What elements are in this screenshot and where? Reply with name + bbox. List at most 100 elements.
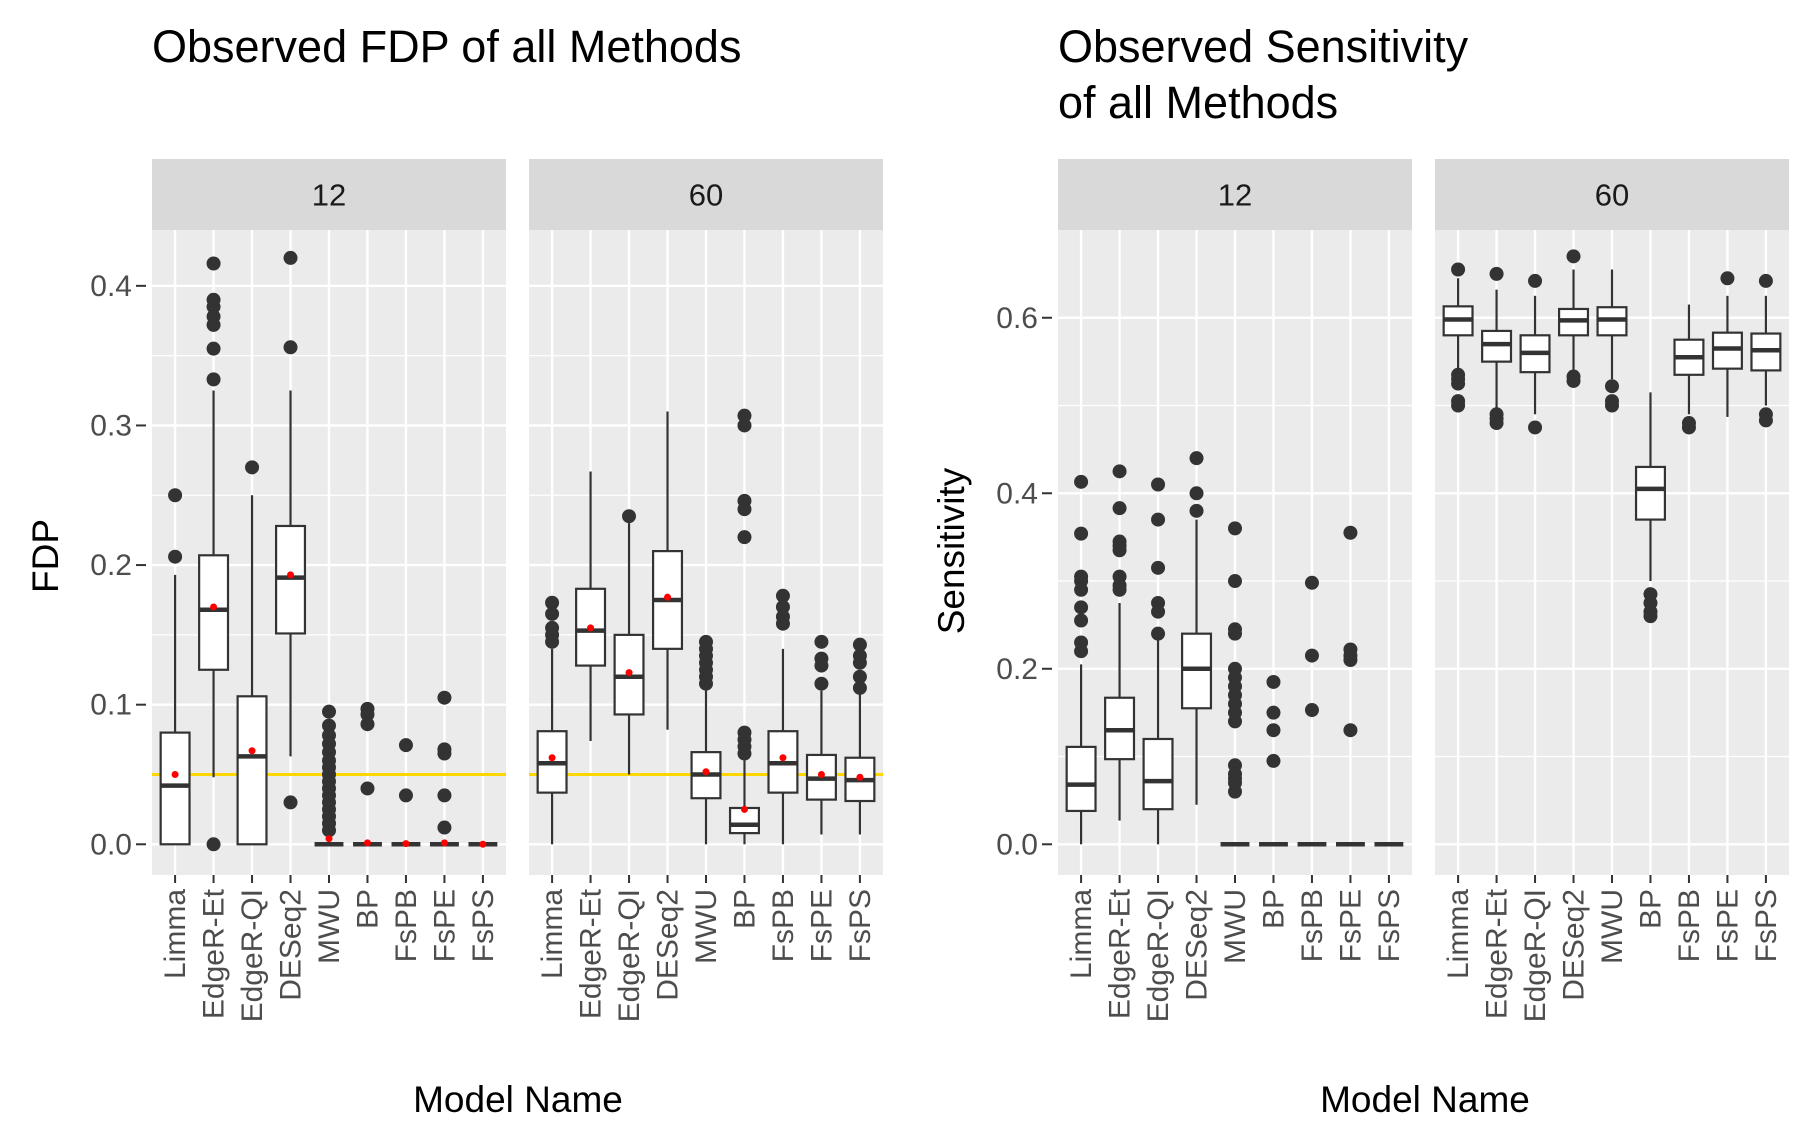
fdp-box-60-FsPE: [805, 634, 837, 835]
sensitivity-x-tick-label: FsPE: [1711, 889, 1744, 962]
sensitivity-x-tick-label: FsPB: [1296, 889, 1329, 962]
outlier-point: [814, 676, 829, 691]
fdp-box-60-EdgeR-Et: [575, 471, 607, 741]
fdp-box-60-FsPS: [844, 637, 876, 835]
outlier-point: [1074, 526, 1089, 541]
outlier-point: [322, 823, 336, 838]
outlier-point: [737, 408, 752, 423]
outlier-point: [322, 704, 336, 719]
sensitivity-box-60-EdgeR-QI: [1519, 273, 1551, 435]
outlier-point: [1074, 582, 1089, 597]
outlier-point: [1681, 420, 1696, 435]
mean-point: [440, 839, 448, 847]
title-line: of all Methods: [1058, 77, 1338, 128]
outlier-point: [398, 788, 413, 803]
outlier-point: [1304, 575, 1319, 590]
fdp-x-tick-label: BP: [728, 889, 761, 929]
sensitivity-box-12-FsPE: [1336, 525, 1365, 847]
outlier-point: [1605, 379, 1619, 394]
outlier-point: [437, 788, 452, 803]
mean-point: [479, 840, 487, 848]
mean-point: [363, 839, 371, 847]
sensitivity-x-tick-label: FsPE: [1334, 889, 1367, 962]
fdp-y-tick-label: 0.3: [90, 409, 132, 442]
mean-point: [740, 805, 748, 813]
fdp-y-tick-label: 0.2: [90, 549, 132, 582]
outlier-point: [206, 341, 221, 356]
sensitivity-box-60-FsPB: [1673, 304, 1705, 435]
fdp-chart: Observed FDP of all Methods FDP Model Na…: [25, 21, 883, 1120]
fdp-x-tick-label: EdgeR-Et: [575, 888, 608, 1019]
sensitivity-facet-strip-label: 12: [1218, 178, 1252, 213]
outlier-point: [360, 707, 375, 722]
mean-point: [856, 773, 864, 781]
outlier-point: [1112, 543, 1127, 558]
box-body: [198, 554, 230, 671]
sensitivity-box-12-DESeq2: [1180, 451, 1213, 805]
fdp-box-12-BP: [353, 701, 382, 847]
sensitivity-facet-strip-label: 60: [1595, 178, 1629, 213]
sensitivity-x-tick-label: DESeq2: [1181, 889, 1214, 1001]
outlier-point: [622, 509, 637, 524]
outlier-point: [775, 616, 790, 631]
outlier-point: [1266, 753, 1281, 768]
fdp-box-60-DESeq2: [651, 411, 684, 730]
outlier-point: [206, 837, 221, 852]
outlier-point: [545, 595, 560, 610]
outlier-point: [206, 299, 221, 314]
outlier-point: [168, 488, 183, 503]
outlier-point: [1528, 273, 1543, 288]
mean-point: [287, 571, 295, 579]
outlier-point: [1228, 521, 1242, 536]
fdp-x-tick-label: EdgeR-QI: [613, 889, 646, 1022]
fdp-box-12-Limma: [159, 488, 191, 846]
sensitivity-chart: Observed Sensitivity of all Methods Sensi…: [931, 21, 1789, 1120]
outlier-point: [775, 599, 790, 614]
fdp-x-tick-label: Limma: [159, 889, 192, 979]
outlier-point: [1451, 262, 1466, 277]
outlier-point: [1151, 512, 1166, 527]
mean-point: [402, 840, 410, 848]
fdp-box-12-FsPB: [391, 738, 421, 848]
outlier-point: [852, 680, 867, 695]
outlier-point: [737, 746, 752, 761]
box-body: [1142, 737, 1174, 811]
sensitivity-box-12-BP: [1259, 674, 1288, 847]
mean-point: [210, 603, 218, 611]
fdp-x-tick-label: MWU: [313, 889, 346, 964]
sensitivity-box-12-EdgeR-QI: [1142, 477, 1174, 845]
fdp-box-60-Limma: [536, 595, 568, 845]
outlier-point: [1605, 398, 1619, 413]
mean-point: [587, 624, 595, 632]
outlier-point: [1343, 653, 1358, 667]
fdp-box-60-MWU: [690, 634, 722, 845]
sensitivity-x-tick-label: MWU: [1219, 889, 1252, 964]
outlier-point: [814, 634, 829, 649]
fdp-facet-strip: [529, 159, 883, 230]
outlier-point: [206, 372, 221, 387]
mean-point: [779, 754, 787, 762]
outlier-point: [1566, 373, 1581, 388]
outlier-point: [1304, 648, 1319, 663]
outlier-point: [1151, 477, 1166, 492]
outlier-point: [360, 717, 375, 732]
sensitivity-x-tick-label: FsPB: [1673, 889, 1706, 962]
outlier-point: [1643, 609, 1658, 624]
mean-point: [548, 754, 556, 762]
sensitivity-box-60-BP: [1634, 392, 1667, 624]
outlier-point: [1189, 486, 1204, 501]
fdp-x-tick-label: Limma: [536, 889, 569, 979]
sensitivity-chart-title: Observed Sensitivity of all Methods: [1058, 21, 1469, 128]
fdp-x-tick-label: FsPS: [467, 889, 500, 962]
outlier-point: [1343, 525, 1358, 540]
outlier-point: [1074, 474, 1089, 489]
sensitivity-y-tick-label: 0.4: [996, 477, 1038, 510]
mean-point: [702, 768, 710, 776]
sensitivity-x-tick-label: MWU: [1596, 889, 1629, 964]
outlier-point: [206, 317, 221, 332]
sensitivity-x-axis-label: Model Name: [1320, 1079, 1530, 1120]
fdp-x-tick-label: DESeq2: [652, 889, 685, 1001]
sensitivity-x-tick-label: FsPS: [1750, 889, 1783, 962]
outlier-point: [1451, 398, 1466, 413]
